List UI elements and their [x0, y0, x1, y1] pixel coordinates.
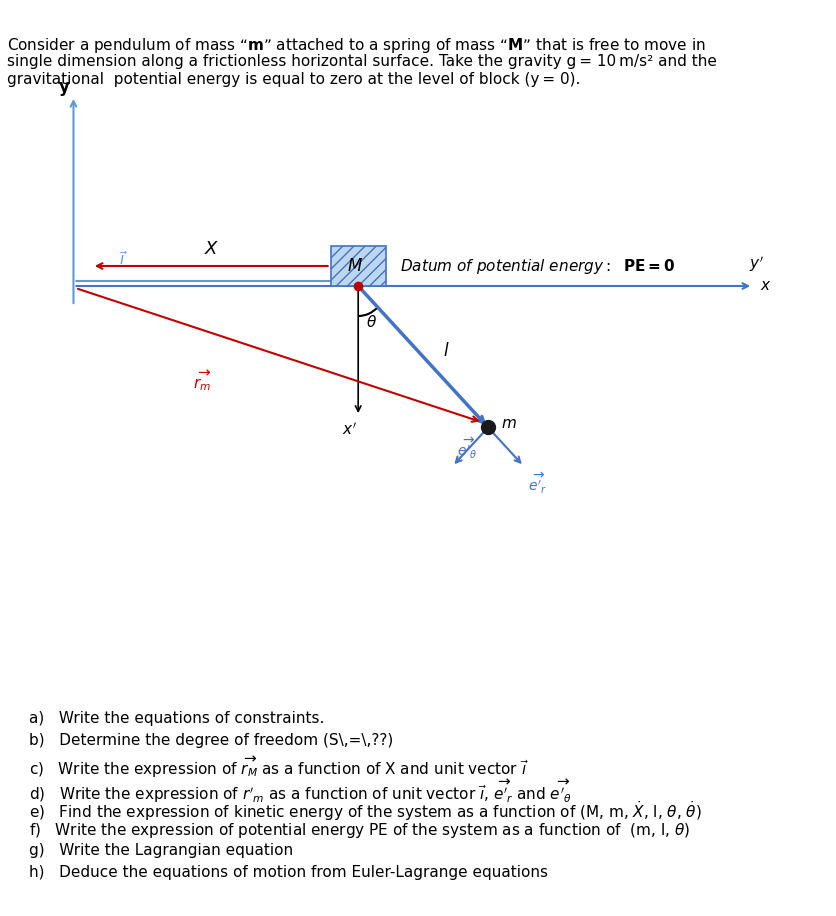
Text: g)   Write the Lagrangian equation: g) Write the Lagrangian equation — [29, 843, 293, 858]
Text: x: x — [761, 278, 769, 293]
Text: $\theta$: $\theta$ — [365, 314, 376, 330]
Text: $X$: $X$ — [203, 240, 219, 258]
Text: gravitational  potential energy is equal to zero at the level of block (y = 0).: gravitational potential energy is equal … — [8, 72, 581, 87]
Text: a)   Write the equations of constraints.: a) Write the equations of constraints. — [29, 711, 324, 726]
Text: single dimension along a frictionless horizontal surface. Take the gravity g = 1: single dimension along a frictionless ho… — [8, 54, 717, 69]
Bar — [331, 246, 385, 286]
Text: $\overrightarrow{e'_\theta}$: $\overrightarrow{e'_\theta}$ — [457, 436, 477, 462]
Text: $\mathit{Datum\ of\ potential\ energy:}$  $\mathbf{PE = 0}$: $\mathit{Datum\ of\ potential\ energy:}$… — [400, 256, 675, 276]
Text: d)   Write the expression of $r'_m$ as a function of unit vector $\vec{\imath}$,: d) Write the expression of $r'_m$ as a f… — [29, 777, 573, 805]
Text: $m$: $m$ — [501, 416, 517, 431]
Text: c)   Write the expression of $\overrightarrow{r_M}$ as a function of X and unit : c) Write the expression of $\overrightar… — [29, 755, 529, 780]
Text: $M$: $M$ — [347, 257, 363, 275]
Text: y: y — [59, 78, 69, 96]
Text: f)   Write the expression of potential energy PE of the system as a function of : f) Write the expression of potential ene… — [29, 821, 691, 840]
Text: e)   Find the expression of kinetic energy of the system as a function of (M, m,: e) Find the expression of kinetic energy… — [29, 799, 702, 823]
Text: $\overrightarrow{e'_r}$: $\overrightarrow{e'_r}$ — [528, 470, 548, 496]
Text: $l$: $l$ — [443, 342, 450, 360]
Text: $y'$: $y'$ — [748, 255, 763, 274]
Text: Consider a pendulum of mass “$\mathbf{m}$” attached to a spring of mass “$\mathb: Consider a pendulum of mass “$\mathbf{m}… — [8, 36, 706, 55]
Text: b)   Determine the degree of freedom (S\,=\,??): b) Determine the degree of freedom (S\,=… — [29, 733, 394, 748]
Text: h)   Deduce the equations of motion from Euler-Lagrange equations: h) Deduce the equations of motion from E… — [29, 865, 548, 880]
Text: $\vec{\imath}$: $\vec{\imath}$ — [120, 250, 128, 268]
Text: $x'$: $x'$ — [342, 421, 357, 438]
Text: $\overrightarrow{r_m}$: $\overrightarrow{r_m}$ — [193, 368, 212, 394]
